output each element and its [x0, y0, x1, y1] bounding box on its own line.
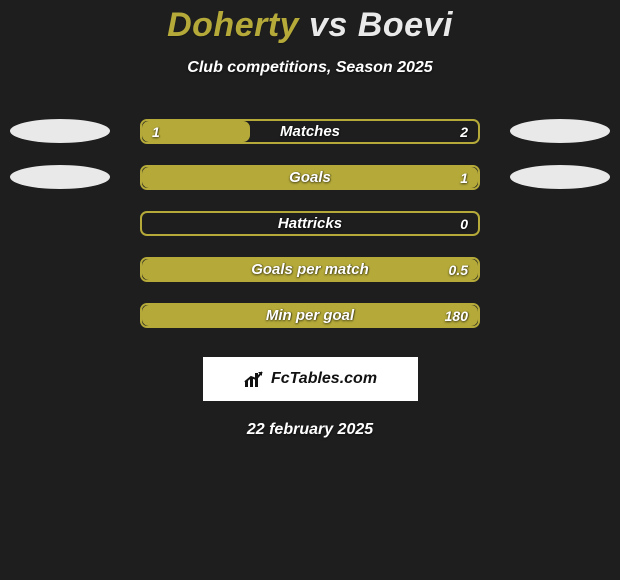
bar-fill-left [142, 121, 250, 142]
bar-fill-right [142, 259, 478, 280]
subtitle: Club competitions, Season 2025 [187, 59, 432, 77]
bar-track: Hattricks0 [140, 211, 480, 236]
bar-track: Goals1 [140, 165, 480, 190]
date: 22 february 2025 [247, 421, 373, 439]
player-left-ellipse [10, 165, 110, 189]
stat-row: Min per goal180 [0, 303, 620, 328]
stats-chart: Matches12 Goals1 Hattricks0 Goals per match… [0, 119, 620, 349]
player-left-ellipse [10, 119, 110, 143]
stat-row: Goals per match0.5 [0, 257, 620, 282]
bar-track: Matches12 [140, 119, 480, 144]
comparison-infographic: Doherty vs Boevi Club competitions, Seas… [0, 0, 620, 580]
page-title: Doherty vs Boevi [167, 6, 453, 45]
player-right-name: Boevi [358, 6, 453, 44]
stat-row: Hattricks0 [0, 211, 620, 236]
bar-fill-right [142, 305, 478, 326]
stat-value-right: 2 [460, 121, 468, 142]
stat-row: Matches12 [0, 119, 620, 144]
stat-value-right: 0 [460, 213, 468, 234]
source-badge: FcTables.com [203, 357, 418, 401]
bar-fill-right [142, 167, 478, 188]
player-right-ellipse [510, 165, 610, 189]
bar-track: Goals per match0.5 [140, 257, 480, 282]
player-left-name: Doherty [167, 6, 299, 44]
source-inner: FcTables.com [243, 369, 377, 389]
bar-track: Min per goal180 [140, 303, 480, 328]
player-right-ellipse [510, 119, 610, 143]
chart-icon [243, 369, 265, 389]
stat-label: Hattricks [142, 213, 478, 234]
title-vs: vs [299, 6, 358, 44]
stat-row: Goals1 [0, 165, 620, 190]
source-text: FcTables.com [271, 370, 377, 388]
